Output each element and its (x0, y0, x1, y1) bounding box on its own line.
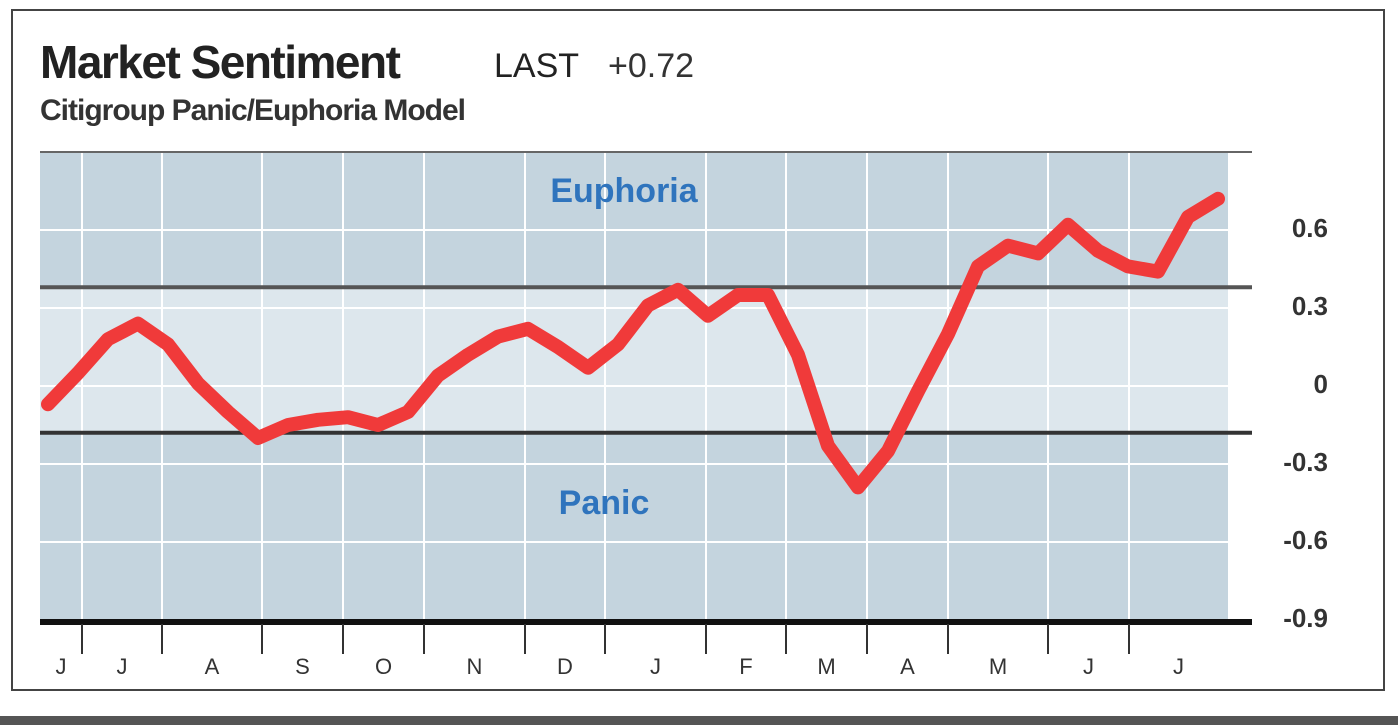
panic-zone (40, 432, 1228, 620)
subtitle: Citigroup Panic/Euphoria Model (40, 94, 465, 127)
y-tick-label: -0.9 (1283, 603, 1328, 633)
bottom-strip (0, 716, 1398, 725)
x-tick-label: J (650, 654, 661, 679)
x-tick-label: J (1173, 654, 1184, 679)
neutral-zone (40, 287, 1228, 433)
euphoria-zone (40, 152, 1228, 288)
x-tick-label: A (205, 654, 220, 679)
x-tick-label: J (117, 654, 128, 679)
sentiment-line (41, 191, 1225, 495)
x-tick-label: M (989, 654, 1007, 679)
x-tick-label: N (467, 654, 483, 679)
x-tick-label: D (557, 654, 573, 679)
x-tick-label: J (56, 654, 67, 679)
x-tick-label: O (375, 654, 392, 679)
y-tick-label: 0.3 (1292, 291, 1328, 321)
y-tick-label: 0.6 (1292, 213, 1328, 243)
y-tick-label: -0.3 (1283, 447, 1328, 477)
x-tick-label: M (817, 654, 835, 679)
zone-label: Panic (559, 484, 650, 522)
y-tick-label: 0 (1314, 369, 1328, 399)
last-label: LAST (494, 47, 579, 85)
x-tick-label: S (295, 654, 310, 679)
zone-label: Euphoria (550, 172, 698, 210)
y-tick-label: -0.6 (1283, 525, 1328, 555)
x-tick-label: J (1083, 654, 1094, 679)
x-tick-label: A (900, 654, 915, 679)
x-tick-label: F (739, 654, 752, 679)
chart-title: Market Sentiment (40, 36, 401, 88)
last-value: +0.72 (608, 47, 694, 85)
